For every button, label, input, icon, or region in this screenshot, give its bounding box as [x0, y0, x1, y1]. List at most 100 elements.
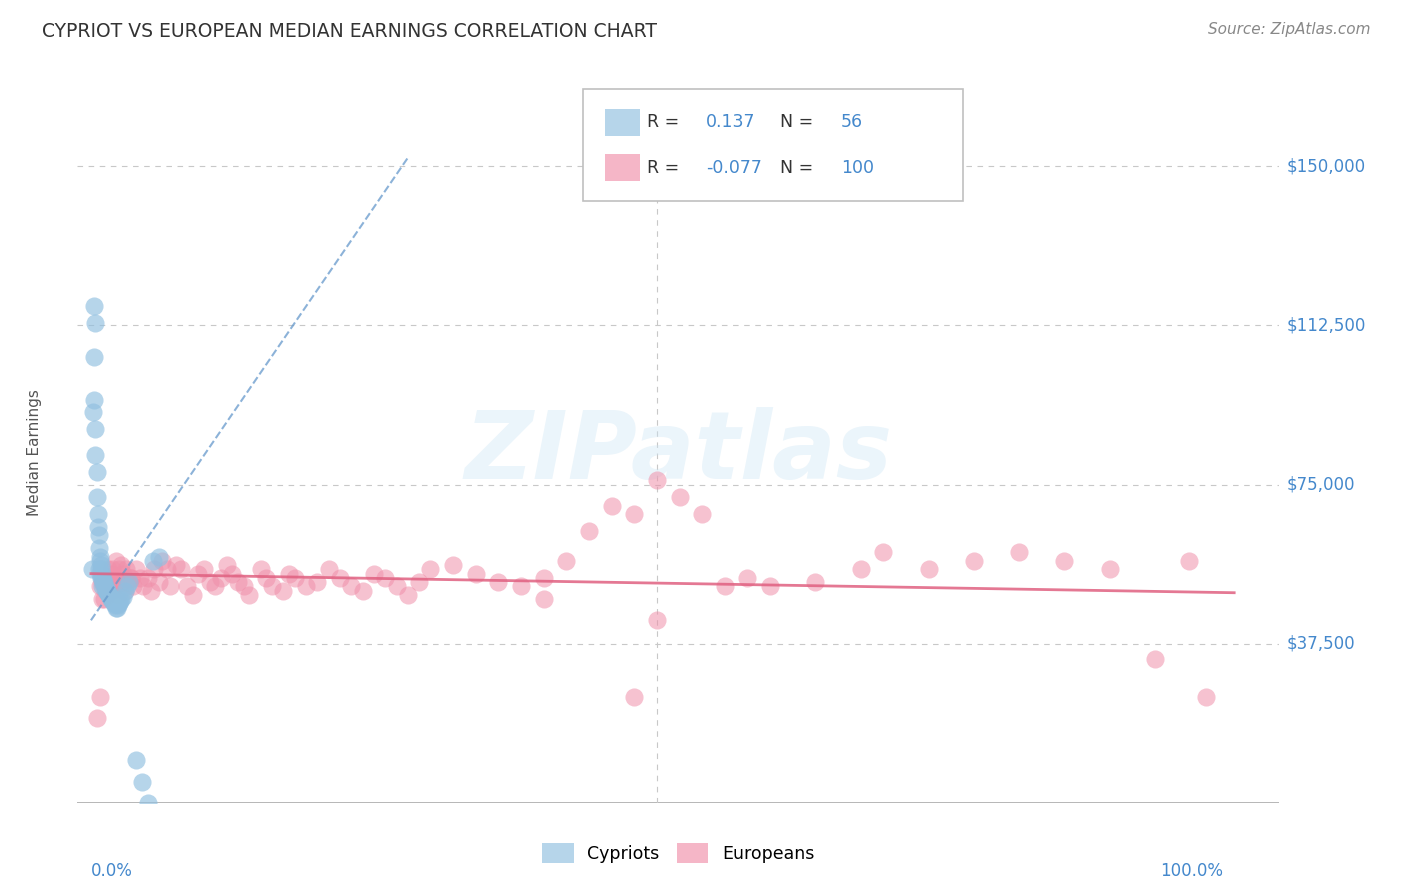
- Point: [83, 299, 105, 313]
- Point: [307, 575, 329, 590]
- Point: [396, 588, 419, 602]
- Point: [110, 575, 132, 590]
- Point: [104, 599, 127, 613]
- Point: [87, 541, 110, 556]
- Point: [963, 554, 986, 568]
- Point: [86, 711, 108, 725]
- Text: -0.077: -0.077: [706, 159, 762, 177]
- Point: [114, 583, 136, 598]
- Point: [1098, 562, 1121, 576]
- Point: [89, 549, 111, 564]
- Point: [82, 405, 104, 419]
- Point: [98, 588, 121, 602]
- Point: [714, 579, 737, 593]
- Point: [238, 588, 260, 602]
- Point: [90, 571, 112, 585]
- Point: [108, 596, 131, 610]
- Point: [111, 566, 134, 581]
- Point: [94, 583, 117, 598]
- Point: [91, 571, 114, 585]
- Text: 0.0%: 0.0%: [91, 863, 132, 880]
- Point: [254, 571, 277, 585]
- Point: [103, 596, 125, 610]
- Text: $150,000: $150,000: [1286, 157, 1365, 175]
- Text: N =: N =: [780, 113, 814, 131]
- Point: [148, 549, 170, 564]
- Point: [917, 562, 939, 576]
- Point: [156, 562, 179, 576]
- Point: [533, 571, 555, 585]
- Point: [193, 562, 215, 576]
- Point: [91, 579, 114, 593]
- Point: [128, 571, 150, 585]
- Point: [295, 579, 318, 593]
- Point: [90, 558, 112, 573]
- Point: [120, 571, 142, 585]
- Point: [623, 690, 645, 704]
- Point: [142, 554, 165, 568]
- Point: [215, 558, 238, 573]
- Point: [340, 579, 363, 593]
- Point: [83, 392, 105, 407]
- Point: [104, 579, 127, 593]
- Point: [110, 594, 132, 608]
- Point: [84, 422, 107, 436]
- Point: [114, 583, 136, 598]
- Point: [150, 554, 173, 568]
- Point: [83, 350, 105, 364]
- Point: [87, 562, 110, 576]
- Point: [84, 448, 107, 462]
- Point: [110, 558, 132, 573]
- Point: [89, 554, 111, 568]
- Point: [98, 590, 121, 604]
- Text: R =: R =: [647, 113, 679, 131]
- Point: [91, 575, 114, 590]
- Point: [86, 520, 108, 534]
- Point: [510, 579, 533, 593]
- Point: [100, 592, 122, 607]
- Point: [278, 566, 301, 581]
- Point: [176, 579, 198, 593]
- Point: [131, 774, 153, 789]
- Point: [273, 583, 295, 598]
- Point: [93, 573, 115, 587]
- Point: [86, 507, 108, 521]
- Point: [100, 566, 122, 581]
- Text: ZIPatlas: ZIPatlas: [464, 407, 893, 499]
- Point: [97, 562, 120, 576]
- Point: [98, 571, 121, 585]
- Point: [80, 562, 103, 576]
- Point: [260, 579, 283, 593]
- Point: [115, 562, 138, 576]
- Point: [198, 575, 221, 590]
- Point: [600, 499, 623, 513]
- Point: [103, 579, 125, 593]
- Point: [486, 575, 509, 590]
- Point: [209, 571, 232, 585]
- Point: [132, 579, 155, 593]
- Text: $37,500: $37,500: [1286, 635, 1355, 653]
- Point: [385, 579, 408, 593]
- Point: [86, 465, 108, 479]
- Point: [93, 575, 115, 590]
- Point: [737, 571, 759, 585]
- Point: [441, 558, 464, 573]
- Point: [86, 490, 108, 504]
- Point: [110, 592, 132, 607]
- Point: [1008, 545, 1031, 559]
- Point: [165, 558, 187, 573]
- Point: [104, 554, 127, 568]
- Point: [94, 583, 117, 598]
- Point: [872, 545, 894, 559]
- Point: [284, 571, 307, 585]
- Point: [96, 575, 118, 590]
- Point: [170, 562, 193, 576]
- Point: [98, 583, 121, 598]
- Text: 0.137: 0.137: [706, 113, 755, 131]
- Point: [352, 583, 374, 598]
- Point: [363, 566, 385, 581]
- Point: [98, 571, 121, 585]
- Point: [108, 562, 131, 576]
- Point: [555, 554, 578, 568]
- Point: [204, 579, 226, 593]
